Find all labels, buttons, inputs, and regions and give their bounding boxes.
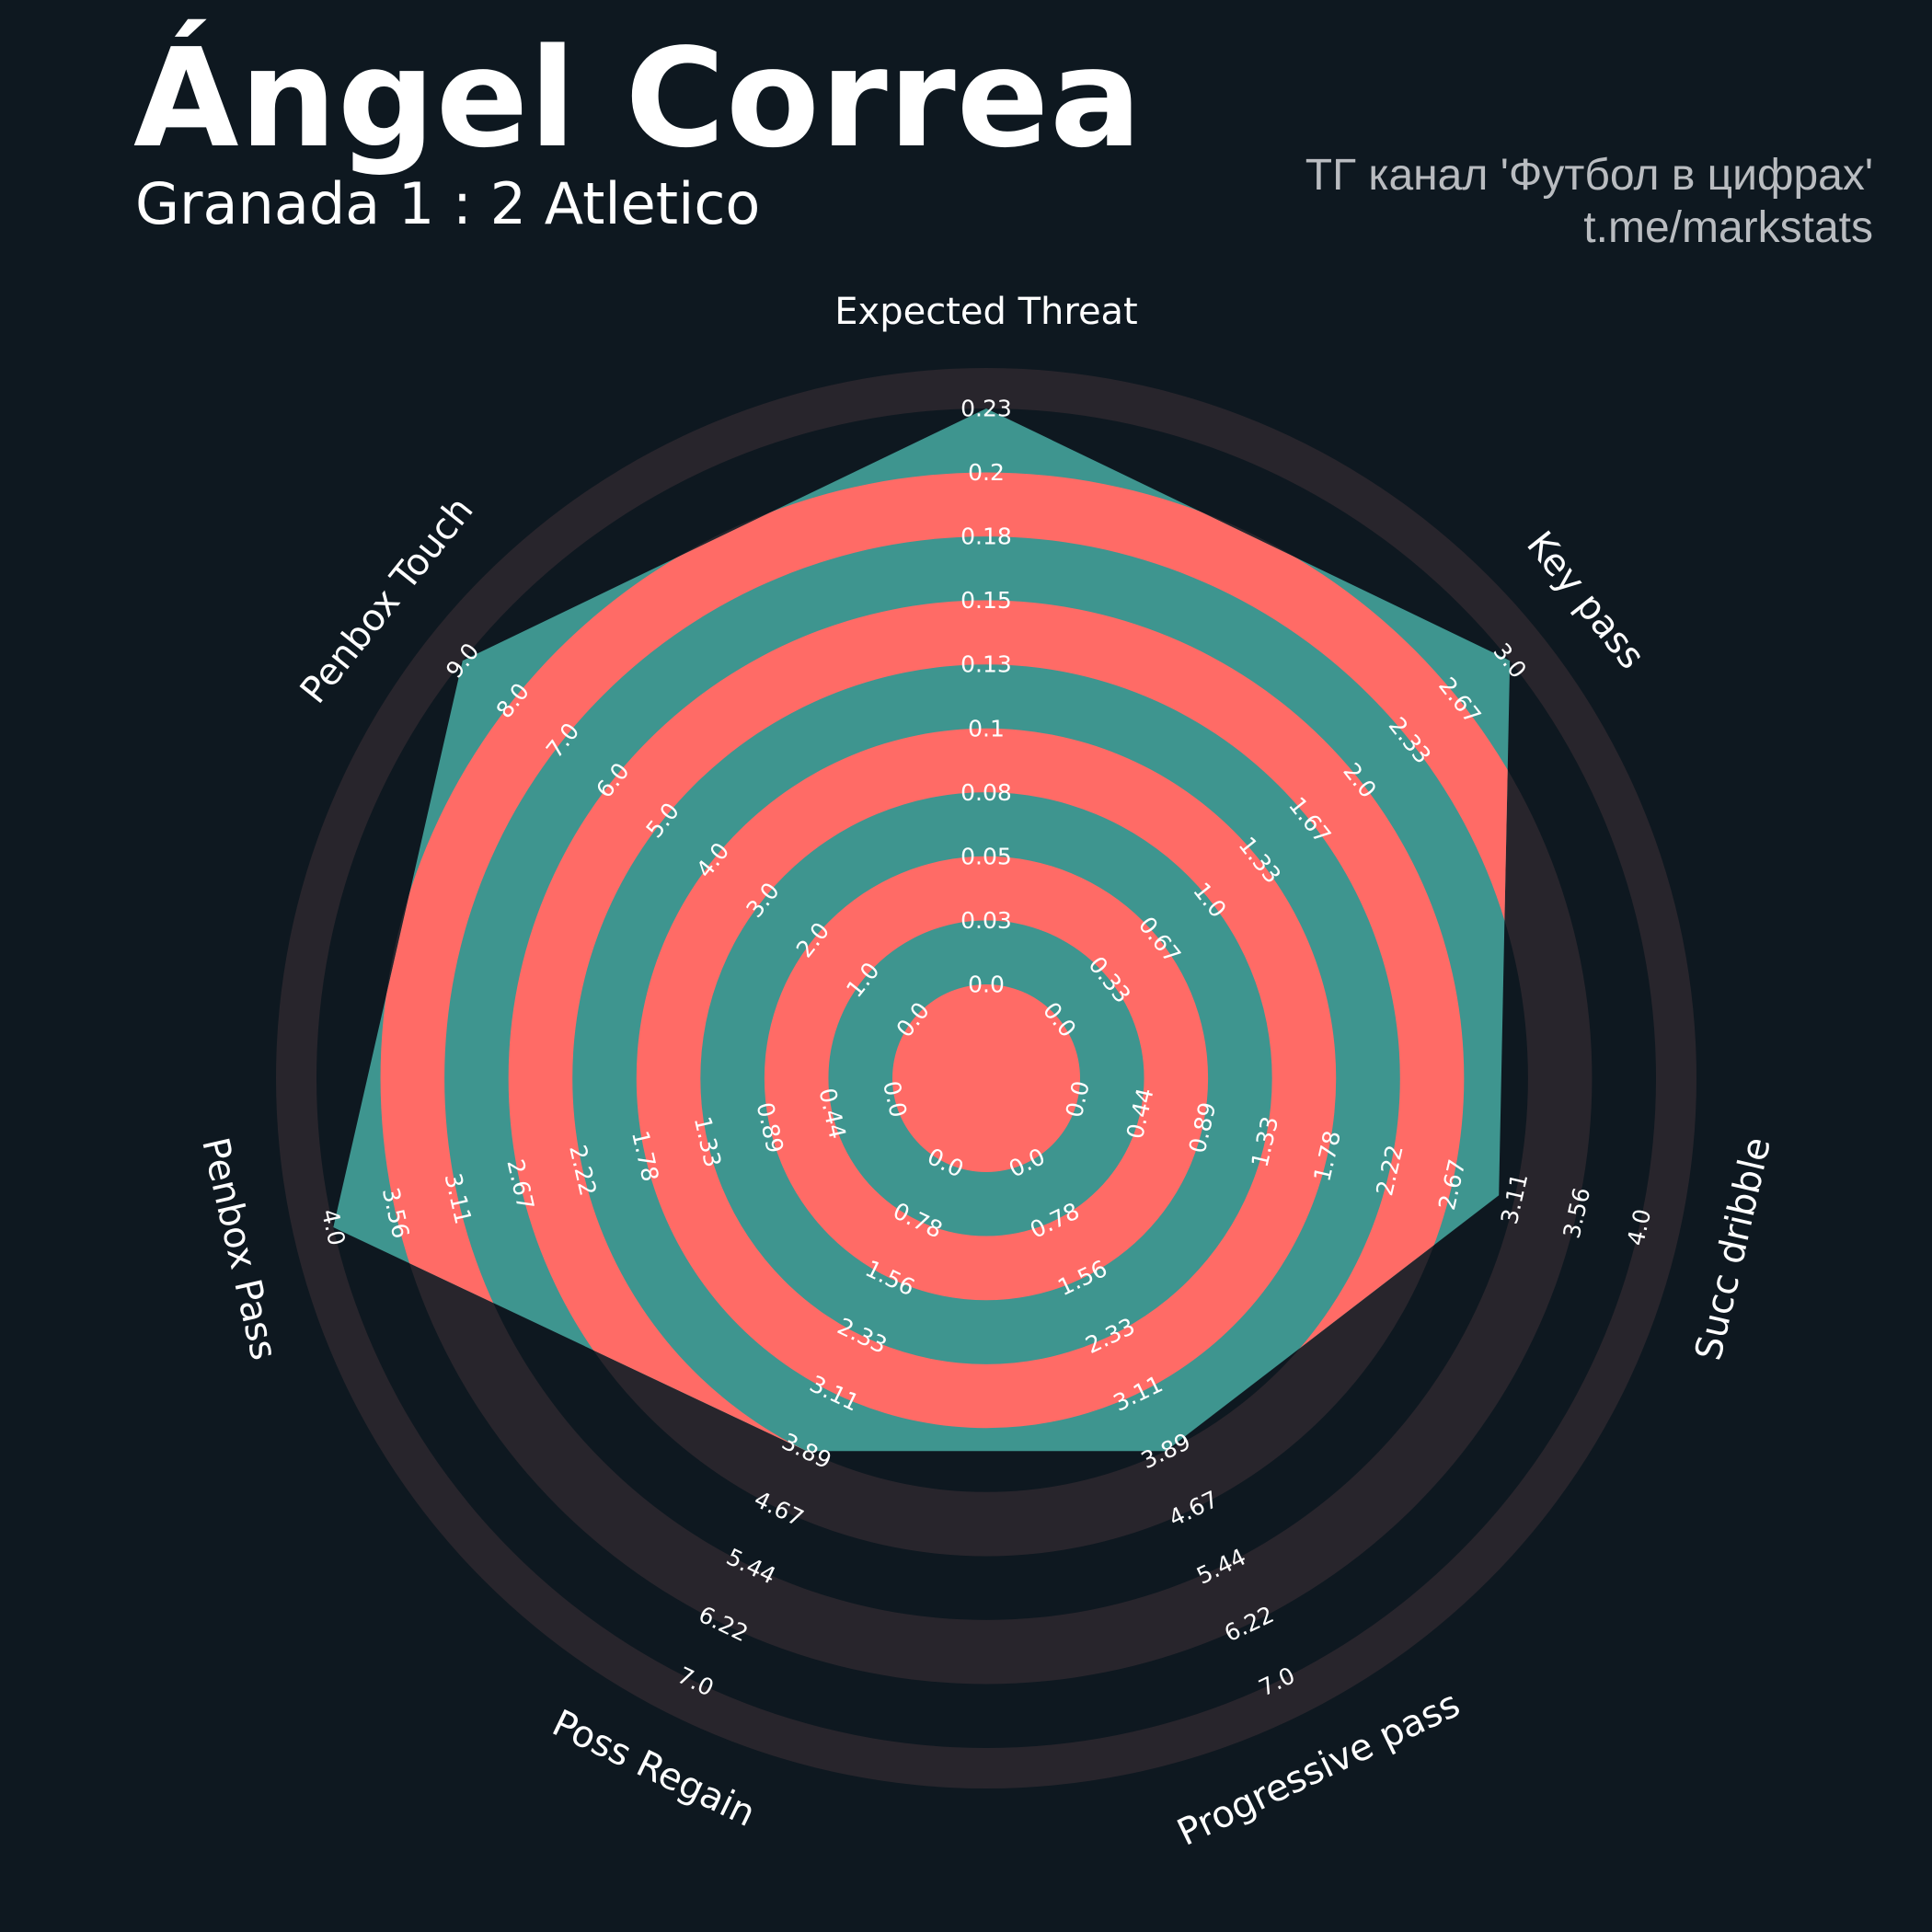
credit-block: ТГ канал 'Футбол в цифрах' t.me/markstat…: [1305, 149, 1873, 254]
tick-label: 0.03: [960, 907, 1012, 934]
param-label: Succ dribble: [1687, 1133, 1779, 1364]
player-name-title: Ángel Correa: [133, 19, 1143, 178]
tick-label: 0.0: [968, 972, 1005, 998]
inner-ring-layer: [333, 408, 1511, 1452]
tick-label: 0.05: [960, 843, 1012, 869]
param-label: Penbox Touch: [293, 489, 482, 712]
inner-ring-0: [892, 984, 1080, 1172]
tick-label: 0.2: [968, 459, 1005, 486]
tick-label: 0.23: [960, 396, 1012, 422]
credit-link: t.me/markstats: [1583, 203, 1873, 252]
param-label: Expected Threat: [834, 291, 1138, 333]
tick-label: 0.18: [960, 523, 1012, 550]
param-label: Penbox Pass: [193, 1133, 285, 1363]
tick-label: 0.08: [960, 779, 1012, 806]
match-subtitle: Granada 1 : 2 Atletico: [135, 170, 761, 237]
credit-channel: ТГ канал 'Футбол в цифрах': [1305, 151, 1873, 200]
player-layer: [333, 408, 1511, 1452]
tick-label: 0.13: [960, 651, 1012, 678]
tick-label: 0.15: [960, 587, 1012, 614]
tick-label: 0.1: [968, 715, 1005, 742]
